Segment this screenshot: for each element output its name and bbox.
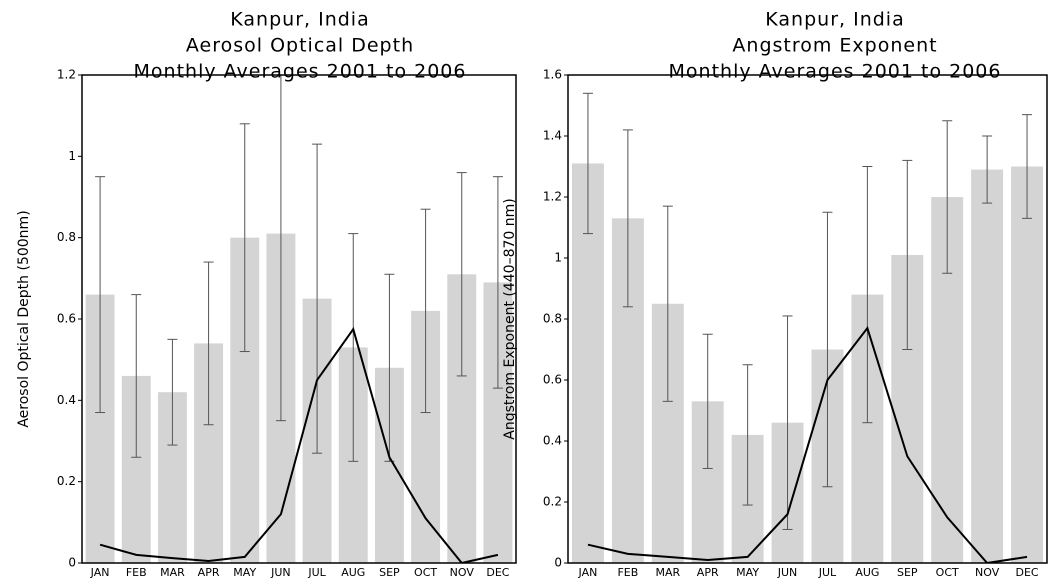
- error-bar: [942, 120, 953, 274]
- x-tick-label: MAY: [736, 566, 759, 579]
- y-tick-label: 1: [68, 149, 76, 163]
- x-tick-label: SEP: [379, 566, 400, 579]
- error-bar: [862, 166, 873, 424]
- error-bar: [982, 135, 993, 204]
- error-bar: [203, 261, 214, 426]
- x-tick-label: DEC: [1015, 566, 1038, 579]
- y-tick-label: 1: [554, 251, 562, 265]
- x-tick-label: APR: [198, 566, 220, 579]
- y-tick-label: 0.8: [543, 312, 562, 326]
- error-bar: [95, 176, 106, 414]
- chart-title: Kanpur, India: [765, 9, 904, 31]
- error-bar: [456, 172, 467, 377]
- error-bar: [239, 123, 250, 353]
- error-bar: [420, 208, 431, 414]
- x-tick-label: MAR: [160, 566, 185, 579]
- x-tick-label: OCT: [414, 566, 437, 579]
- y-tick-label: 0.2: [57, 474, 76, 488]
- chart-title: Monthly Averages 2001 to 2006: [669, 61, 1002, 83]
- y-tick-label: 0.4: [57, 393, 76, 407]
- x-tick-label: APR: [697, 566, 719, 579]
- plot: [85, 75, 513, 563]
- x-tick-label: FEB: [126, 566, 147, 579]
- chart-title: Kanpur, India: [230, 9, 369, 31]
- x-tick-label: NOV: [975, 566, 1000, 579]
- error-bar: [782, 315, 793, 530]
- line: [587, 326, 1028, 563]
- y-tick-label: 0.4: [543, 434, 562, 448]
- x-tick-label: JUN: [777, 566, 798, 579]
- plot-frame: [567, 74, 1048, 564]
- x-tick-label: JAN: [90, 566, 110, 579]
- plot-frame: [81, 74, 517, 564]
- y-tick-label: 1.2: [57, 68, 76, 82]
- y-axis-label: Angstrom Exponent (440–870 nm): [502, 198, 518, 439]
- error-bar: [167, 338, 178, 446]
- x-tick-label: AUG: [855, 566, 879, 579]
- y-tick-label: 0: [68, 556, 76, 570]
- x-tick-label: OCT: [936, 566, 959, 579]
- error-bar: [275, 75, 286, 422]
- y-tick-label: 0.6: [543, 373, 562, 387]
- bar: [971, 169, 1004, 563]
- x-tick-label: NOV: [450, 566, 475, 579]
- error-bar: [348, 233, 359, 462]
- error-bar: [582, 92, 593, 235]
- x-tick-label: JUL: [818, 566, 837, 579]
- y-tick-label: 0.6: [57, 312, 76, 326]
- x-tick-label: FEB: [617, 566, 638, 579]
- error-bar: [702, 333, 713, 469]
- y-tick-label: 1.4: [543, 129, 562, 143]
- error-bar: [742, 364, 753, 506]
- x-tick-label: JUN: [270, 566, 291, 579]
- x-tick-label: JUL: [307, 566, 326, 579]
- y-tick-label: 0.2: [543, 495, 562, 509]
- chart-title: Aerosol Optical Depth: [186, 35, 414, 57]
- y-tick-label: 1.6: [543, 68, 562, 82]
- x-tick-label: JAN: [578, 566, 598, 579]
- error-bar: [902, 159, 913, 350]
- x-tick-label: DEC: [486, 566, 509, 579]
- y-axis-label: Aerosol Optical Depth (500nm): [16, 210, 32, 427]
- error-bar: [1022, 114, 1033, 219]
- bar: [1011, 166, 1044, 563]
- x-tick-label: MAR: [655, 566, 680, 579]
- x-tick-label: SEP: [897, 566, 918, 579]
- error-bar: [622, 129, 633, 308]
- chart-title: Monthly Averages 2001 to 2006: [134, 61, 467, 83]
- error-bar: [662, 205, 673, 402]
- x-tick-label: AUG: [341, 566, 365, 579]
- y-tick-label: 0: [554, 556, 562, 570]
- error-bar: [131, 294, 142, 458]
- error-bar: [492, 176, 503, 389]
- chart-title: Angstrom Exponent: [732, 35, 937, 57]
- y-tick-label: 1.2: [543, 190, 562, 204]
- x-tick-label: MAY: [233, 566, 256, 579]
- y-tick-label: 0.8: [57, 230, 76, 244]
- plot: [571, 92, 1044, 563]
- line: [99, 326, 499, 563]
- error-bar: [822, 211, 833, 488]
- error-bar: [312, 143, 323, 454]
